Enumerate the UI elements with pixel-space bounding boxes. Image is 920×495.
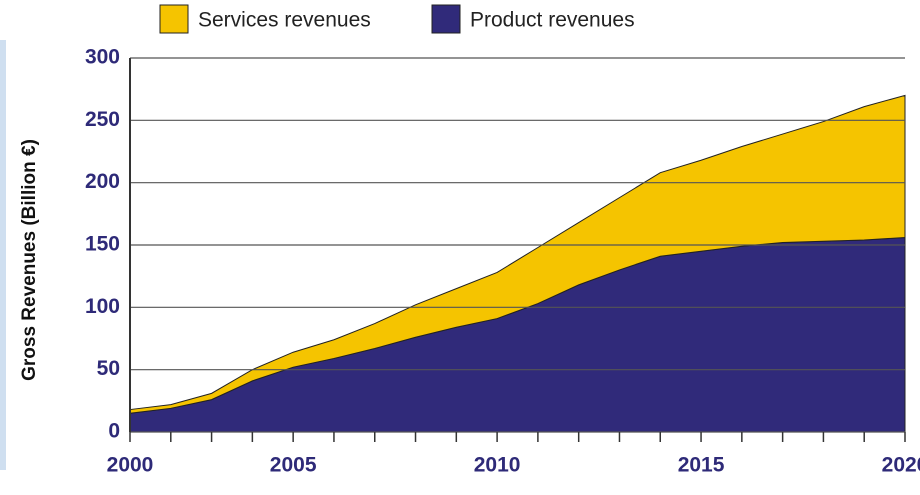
legend-swatch — [431, 4, 461, 34]
y-tick-label: 200 — [85, 170, 120, 193]
x-tick-label: 2020 — [882, 454, 920, 477]
y-tick-label: 0 — [108, 420, 120, 443]
x-tick-label: 2015 — [678, 454, 725, 477]
y-tick-label: 100 — [85, 295, 120, 318]
edge-strip — [0, 40, 6, 470]
y-axis-label: Gross Revenues (Billion €) — [19, 139, 40, 381]
x-tick-label: 2000 — [107, 454, 154, 477]
x-tick-label: 2010 — [474, 454, 521, 477]
legend-swatch — [159, 4, 189, 34]
x-tick-label: 2005 — [270, 454, 317, 477]
y-tick-label: 50 — [97, 357, 120, 380]
area — [129, 94, 906, 414]
y-tick-label: 300 — [85, 46, 120, 69]
legend-label: Product revenues — [470, 9, 635, 32]
y-tick-label: 250 — [85, 108, 120, 131]
y-tick-label: 150 — [85, 233, 120, 256]
legend-label: Services revenues — [198, 9, 371, 32]
